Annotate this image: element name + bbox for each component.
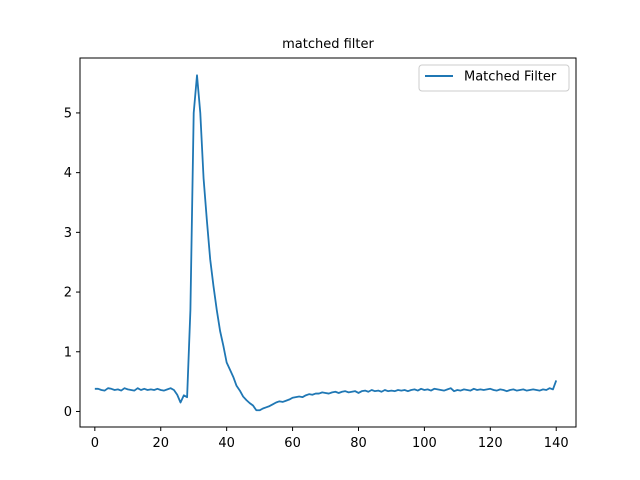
x-tick-label: 20: [152, 436, 169, 451]
x-tick-label: 100: [412, 436, 437, 451]
y-tick-label: 3: [64, 226, 72, 241]
chart-title: matched filter: [282, 37, 374, 52]
x-tick-label: 140: [544, 436, 569, 451]
y-axis: 0 1 2 3 4 5: [64, 106, 80, 420]
plot-area: [79, 57, 577, 428]
axes-frame: [79, 57, 577, 428]
legend-label-matched-filter: Matched Filter: [464, 70, 557, 85]
x-tick-label: 120: [478, 436, 503, 451]
x-axis: 0 20 40 60 80 100 120 140: [91, 427, 569, 451]
legend-box: [418, 64, 570, 92]
y-tick-label: 4: [64, 166, 72, 181]
x-tick-label: 80: [350, 436, 367, 451]
series-layer: [94, 74, 558, 412]
x-tick-label: 60: [284, 436, 301, 451]
y-tick-label: 0: [64, 405, 72, 420]
y-tick-label: 1: [64, 345, 72, 360]
x-tick-label: 0: [91, 436, 99, 451]
y-tick-label: 5: [64, 106, 72, 121]
series-line-matched-filter: [94, 74, 558, 412]
y-tick-label: 2: [64, 286, 72, 301]
legend: Matched Filter: [418, 64, 570, 92]
x-tick-label: 40: [218, 436, 235, 451]
